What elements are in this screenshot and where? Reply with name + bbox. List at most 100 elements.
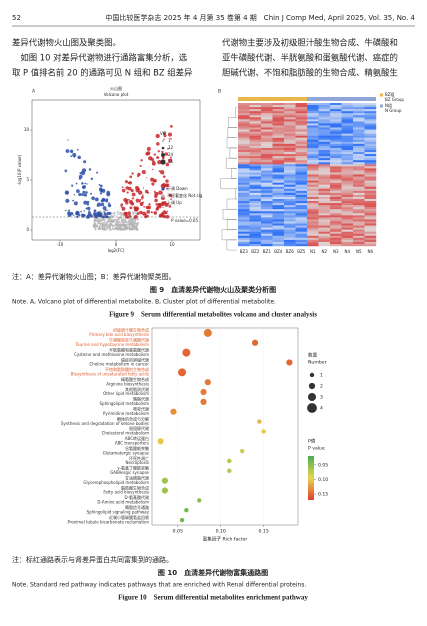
heatmap-cell — [341, 201, 354, 204]
heatmap-cell — [272, 239, 285, 243]
heatmap-cell — [318, 149, 331, 153]
heatmap-cell — [364, 147, 377, 151]
heatmap-cell — [261, 166, 273, 169]
heatmap-cell — [364, 125, 377, 128]
volcano-point — [111, 227, 114, 229]
volcano-point — [73, 194, 76, 196]
heatmap-cell — [238, 188, 250, 192]
sample-label: N2 — [321, 249, 327, 254]
heatmap-cell — [261, 111, 273, 114]
legend-title: 数量 — [308, 352, 318, 359]
heatmap-cell — [295, 205, 308, 208]
heatmap-cell — [261, 186, 273, 189]
heatmap-cell — [261, 217, 273, 220]
heatmap-cell — [318, 239, 331, 243]
volcano-point — [135, 198, 140, 203]
volcano-point — [132, 221, 134, 224]
volcano-point — [151, 177, 153, 180]
heatmap-cell — [364, 194, 377, 198]
heatmap-cell — [295, 164, 308, 167]
bubble — [227, 458, 232, 464]
volcano-point — [146, 191, 150, 194]
heatmap-cell — [330, 184, 342, 187]
heatmap-cell — [330, 192, 342, 196]
heatmap-cell — [353, 164, 365, 167]
heatmap-cell — [295, 201, 308, 204]
heatmap-cell — [261, 168, 273, 171]
volcano-point — [109, 218, 112, 221]
volcano-point — [114, 223, 117, 226]
heatmap-cell — [353, 152, 365, 155]
volcano-point — [103, 224, 106, 226]
heatmap-cell — [238, 170, 250, 173]
group-bar — [341, 97, 353, 101]
heatmap-cell — [330, 121, 342, 124]
heatmap-cell — [353, 115, 365, 118]
heatmap-cell — [249, 154, 262, 157]
heatmap-cell — [341, 174, 354, 177]
heatmap-cell — [341, 225, 354, 228]
pathway-label-zh: 嘧啶代谢 — [133, 406, 149, 412]
heatmap-cell — [249, 149, 262, 153]
volcano-point — [168, 193, 172, 197]
volcano-point — [132, 212, 135, 215]
x-axis-label: log2(FC) — [108, 248, 125, 253]
heatmap-cell — [353, 139, 365, 143]
volcano-point — [71, 184, 74, 187]
heatmap-cell — [307, 115, 319, 118]
volcano-point — [96, 211, 99, 214]
heatmap-cell — [307, 143, 319, 147]
heatmap-cell — [249, 139, 262, 143]
volcano-point — [130, 188, 134, 193]
volcano-point — [98, 187, 103, 191]
group-bar — [249, 97, 261, 101]
heatmap-cell — [272, 109, 285, 112]
heatmap-cell — [353, 213, 365, 216]
heatmap-cell — [318, 115, 331, 118]
bubble — [170, 408, 177, 415]
heatmap-cell — [261, 227, 273, 230]
heatmap-cell — [330, 229, 342, 232]
heatmap-cell — [307, 166, 319, 169]
heatmap-cell — [295, 160, 308, 163]
legend-size — [161, 146, 165, 150]
heatmap-cell — [341, 156, 354, 159]
volcano-point — [146, 210, 151, 214]
heatmap-cell — [307, 145, 319, 149]
heatmap-cell — [353, 239, 365, 243]
volcano-point — [93, 220, 96, 223]
heatmap-cell — [238, 243, 250, 247]
volcano-point — [146, 177, 148, 179]
dendrogram — [226, 158, 237, 169]
heatmap-cell — [341, 215, 354, 218]
heatmap-cell — [261, 209, 273, 212]
volcano-point — [124, 180, 129, 184]
heatmap-cell — [353, 211, 365, 214]
heatmap-cell — [272, 152, 285, 155]
heatmap-cell — [330, 231, 342, 234]
volcano-point — [131, 172, 134, 175]
pathway-label-en: Necroptosis — [126, 460, 150, 465]
heatmap-cell — [318, 243, 331, 247]
heatmap-cell — [353, 154, 365, 157]
heatmap-cell — [284, 176, 296, 179]
body-line: 代谢物主要涉及初级胆汁酸生物合成、牛磺酸和 — [222, 38, 398, 48]
heatmap-cell — [330, 215, 342, 218]
volcano-point — [123, 211, 128, 216]
heatmap-cell — [272, 117, 285, 120]
heatmap-cell — [261, 243, 273, 247]
heatmap-cell — [341, 115, 354, 118]
volcano-point — [90, 177, 94, 181]
heatmap-cell — [249, 123, 262, 126]
plot-title: 火山图 — [110, 85, 122, 91]
volcano-point — [94, 228, 97, 231]
heatmap-cell — [261, 152, 273, 155]
heatmap-cell — [330, 107, 342, 110]
heatmap-cell — [330, 225, 342, 228]
heatmap-cell — [318, 131, 331, 134]
heatmap-cell — [284, 129, 296, 132]
heatmap-cell — [364, 243, 377, 247]
pathway-label-en: Cholesterol metabolism — [102, 431, 150, 436]
heatmap-cell — [249, 125, 262, 128]
